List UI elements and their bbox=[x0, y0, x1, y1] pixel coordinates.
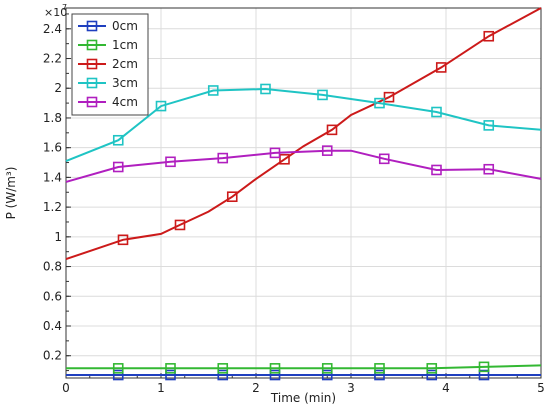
series-marker-2cm bbox=[435, 62, 447, 73]
x-tick-label: 0 bbox=[62, 381, 70, 395]
series-marker-1cm bbox=[217, 363, 229, 374]
series-marker-1cm bbox=[374, 363, 385, 374]
legend-marker-2cm bbox=[86, 58, 98, 70]
series-marker-0cm bbox=[165, 369, 176, 381]
series-marker-2cm bbox=[226, 191, 238, 203]
series-4cm bbox=[65, 145, 542, 183]
legend-label-0cm: 0cm bbox=[112, 19, 138, 33]
series-marker-2cm bbox=[383, 91, 395, 103]
series-1cm bbox=[66, 361, 542, 374]
series-marker-0cm bbox=[269, 369, 281, 381]
series-marker-0cm bbox=[374, 369, 385, 381]
legend-label-1cm: 1cm bbox=[112, 38, 138, 52]
series-marker-2cm bbox=[326, 124, 338, 136]
series-marker-2cm bbox=[117, 234, 129, 246]
y-tick-label: 0.2 bbox=[43, 349, 62, 363]
legend-marker-4cm bbox=[86, 96, 98, 108]
series-marker-2cm bbox=[174, 219, 186, 231]
series-2cm bbox=[65, 7, 542, 261]
y-tick-label: 1.6 bbox=[43, 141, 62, 155]
series-marker-4cm bbox=[269, 147, 281, 159]
y-tick-label: 0.6 bbox=[43, 289, 62, 303]
series-marker-4cm bbox=[483, 163, 495, 175]
y-tick-label: 0.4 bbox=[43, 319, 62, 333]
y-tick-label: 1.8 bbox=[43, 111, 62, 125]
series-line-4cm bbox=[65, 149, 542, 183]
axis-ticks: 0 1 2 3 4 5 0.2 0.4 0.6 0.8 1 1.2 1.4 1.6 1.8 2 2.2 2.4 bbox=[43, 13, 545, 395]
y-tick-label: 2 bbox=[54, 81, 62, 95]
series-marker-1cm bbox=[112, 363, 124, 374]
x-tick-label: 3 bbox=[347, 381, 355, 395]
x-axis-title: Time (min) bbox=[270, 391, 336, 405]
series-marker-4cm bbox=[431, 164, 442, 176]
legend-label-3cm: 3cm bbox=[112, 76, 138, 90]
x-tick-label: 2 bbox=[252, 381, 260, 395]
series-marker-3cm bbox=[260, 83, 271, 95]
y-tick-label: 1.4 bbox=[43, 170, 62, 184]
series-marker-0cm bbox=[478, 369, 490, 381]
y-axis-title: P (W/m³) bbox=[4, 167, 18, 220]
y-tick-label: 1.2 bbox=[43, 200, 62, 214]
series-marker-4cm bbox=[378, 153, 390, 165]
series-marker-3cm bbox=[483, 120, 495, 131]
series-marker-3cm bbox=[374, 97, 385, 109]
y-multiplier-exponent: 7 bbox=[62, 3, 67, 12]
series-marker-1cm bbox=[321, 363, 333, 374]
legend-marker-1cm bbox=[86, 39, 98, 51]
series-marker-3cm bbox=[155, 100, 167, 112]
legend-marker-3cm bbox=[86, 77, 98, 89]
series-marker-4cm bbox=[217, 152, 229, 164]
series-3cm bbox=[65, 83, 542, 163]
series-marker-0cm bbox=[217, 369, 229, 381]
series-marker-1cm bbox=[426, 363, 438, 374]
x-tick-label: 5 bbox=[537, 381, 545, 395]
series-marker-1cm bbox=[478, 361, 490, 373]
legend-label-4cm: 4cm bbox=[112, 95, 138, 109]
legend-label-2cm: 2cm bbox=[112, 57, 138, 71]
series-line-1cm bbox=[66, 364, 542, 370]
series-marker-3cm bbox=[112, 134, 124, 146]
series-marker-1cm bbox=[269, 363, 281, 374]
series-marker-4cm bbox=[165, 156, 176, 168]
y-tick-label: 0.8 bbox=[43, 260, 62, 274]
series-layer bbox=[65, 7, 542, 381]
series-marker-0cm bbox=[426, 369, 438, 381]
y-tick-label: 1 bbox=[54, 230, 62, 244]
plot-frame bbox=[65, 7, 542, 379]
y-tick-label: 2.4 bbox=[43, 22, 62, 36]
series-marker-4cm bbox=[321, 145, 333, 156]
legend-marker-0cm bbox=[86, 20, 98, 32]
y-multiplier-label: ×10 bbox=[44, 6, 67, 19]
y-tick-label: 2.2 bbox=[43, 52, 62, 66]
series-marker-1cm bbox=[165, 363, 176, 374]
series-marker-3cm bbox=[317, 89, 328, 101]
series-marker-2cm bbox=[483, 30, 495, 42]
x-tick-label: 1 bbox=[157, 381, 165, 395]
series-0cm bbox=[66, 369, 541, 381]
series-marker-2cm bbox=[279, 153, 290, 165]
legend: 0cm 1cm 2cm 3cm 4cm bbox=[71, 13, 149, 116]
series-marker-3cm bbox=[431, 106, 442, 118]
series-marker-0cm bbox=[321, 369, 333, 381]
series-line-3cm bbox=[65, 87, 542, 163]
series-marker-4cm bbox=[112, 161, 124, 173]
series-marker-0cm bbox=[112, 369, 124, 381]
x-tick-label: 4 bbox=[442, 381, 450, 395]
series-marker-3cm bbox=[207, 85, 219, 96]
